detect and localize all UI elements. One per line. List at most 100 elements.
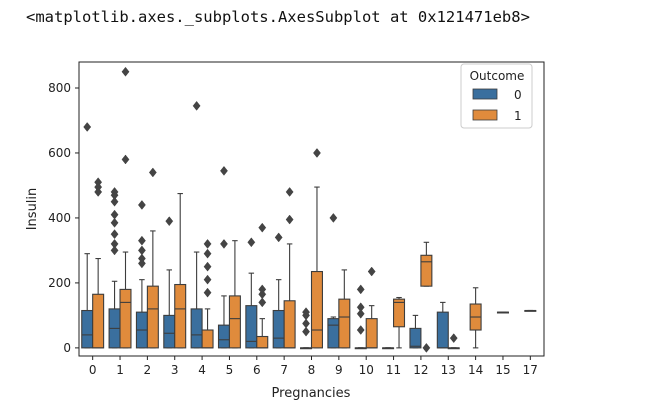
- box-iqr: [338, 298, 351, 349]
- box-iqr: [256, 335, 269, 349]
- outlier-point: [220, 239, 228, 249]
- outlier-point: [165, 216, 174, 227]
- outlier-point: [313, 148, 321, 158]
- output-header-text: <matplotlib.axes._subplots.AxesSubplot a…: [26, 8, 530, 26]
- outlier-point: [258, 284, 267, 295]
- y-axis-label: Insulin: [25, 188, 40, 231]
- y-axis: 0 200 400 600 800: [48, 81, 79, 355]
- outlier-point: [367, 266, 376, 277]
- box-iqr: [272, 309, 285, 349]
- box-series-1-cat-17: [524, 309, 537, 312]
- outlier-point: [137, 245, 146, 256]
- box-series-1-cat-2: [146, 167, 159, 349]
- x-tick-label: 0: [89, 363, 97, 377]
- box-series-0-cat-13: [436, 301, 449, 349]
- box-series-0-cat-10: [354, 284, 367, 350]
- legend-label-1: 1: [514, 109, 522, 123]
- box-iqr: [409, 327, 422, 349]
- outlier-point: [110, 217, 119, 228]
- outlier-point: [110, 187, 119, 197]
- x-axis-label: Pregnancies: [272, 386, 351, 401]
- outlier-point: [203, 274, 212, 285]
- x-tick-label: 6: [253, 363, 261, 377]
- y-tick-label: 200: [48, 276, 71, 290]
- box-series-1-cat-3: [174, 193, 187, 349]
- outlier-point: [203, 239, 212, 249]
- box-iqr: [146, 285, 159, 349]
- x-tick-label: 3: [171, 363, 179, 377]
- outlier-point: [422, 342, 431, 353]
- legend: Outcome 0 1: [460, 63, 533, 129]
- y-tick-label: 400: [48, 211, 71, 225]
- outlier-point: [203, 261, 212, 272]
- plot-area: [81, 66, 537, 353]
- legend-swatch-1: [472, 109, 498, 121]
- outlier-point: [137, 235, 146, 246]
- box-iqr: [81, 309, 94, 349]
- y-tick-label: 600: [48, 146, 71, 160]
- box-iqr: [228, 295, 241, 349]
- outlier-point: [110, 245, 119, 256]
- x-tick-label: 1: [116, 363, 124, 377]
- x-tick-label: 2: [144, 363, 152, 377]
- box-series-1-cat-13: [447, 333, 460, 350]
- box-iqr: [92, 293, 105, 349]
- box-series-1-cat-7: [283, 187, 296, 349]
- box-series-1-cat-6: [256, 222, 269, 349]
- x-tick-label: 7: [280, 363, 288, 377]
- outlier-point: [121, 154, 130, 165]
- y-tick-label: 0: [63, 341, 71, 355]
- outlier-point: [110, 229, 119, 240]
- outlier-point: [203, 248, 212, 259]
- outlier-point: [110, 239, 119, 249]
- outlier-point: [274, 232, 283, 243]
- outlier-point: [302, 326, 310, 337]
- box-series-0-cat-3: [163, 216, 176, 349]
- box-series-0-cat-7: [272, 232, 285, 349]
- box-series-0-cat-6: [245, 237, 258, 349]
- outlier-point: [285, 187, 294, 197]
- outlier-point: [247, 237, 256, 248]
- outlier-point: [356, 302, 365, 313]
- box-series-1-cat-9: [338, 269, 351, 349]
- outlier-point: [121, 66, 130, 77]
- box-series-0-cat-1: [108, 187, 121, 349]
- box-iqr: [119, 288, 132, 349]
- legend-title: Outcome: [470, 69, 525, 83]
- box-series-0-cat-11: [382, 347, 395, 350]
- box-iqr: [327, 318, 340, 349]
- legend-swatch-0: [472, 88, 498, 100]
- outlier-point: [356, 325, 365, 335]
- outlier-point: [94, 177, 103, 188]
- x-tick-label: 9: [335, 363, 343, 377]
- outlier-point: [203, 287, 212, 298]
- box-iqr: [393, 298, 406, 328]
- box-series-1-cat-10: [365, 266, 378, 349]
- box-series-1-cat-4: [201, 239, 214, 349]
- outlier-point: [258, 222, 267, 233]
- outlier-point: [110, 209, 119, 220]
- box-series-1-cat-12: [420, 241, 433, 353]
- box-iqr: [365, 318, 378, 349]
- outlier-point: [110, 196, 119, 207]
- box-series-1-cat-1: [119, 66, 132, 349]
- box-iqr: [217, 324, 230, 349]
- outlier-point: [83, 122, 92, 132]
- x-tick-label: 5: [226, 363, 234, 377]
- outlier-point: [220, 165, 228, 176]
- box-series-0-cat-8: [300, 307, 313, 350]
- outlier-point: [137, 200, 146, 210]
- outlier-point: [192, 100, 201, 111]
- outlier-point: [356, 284, 365, 295]
- x-axis: 0 1 2 3 4 5 6 7 8 9 10 11 12 13 14 15 17: [89, 356, 538, 377]
- legend-label-0: 0: [514, 88, 522, 102]
- outlier-point: [449, 333, 458, 344]
- x-tick-label: 13: [441, 363, 456, 377]
- outlier-point: [137, 253, 146, 264]
- x-tick-label: 11: [386, 363, 401, 377]
- x-tick-label: 14: [468, 363, 483, 377]
- box-iqr: [190, 308, 203, 349]
- box-series-0-cat-4: [190, 100, 203, 349]
- outlier-point: [302, 318, 310, 329]
